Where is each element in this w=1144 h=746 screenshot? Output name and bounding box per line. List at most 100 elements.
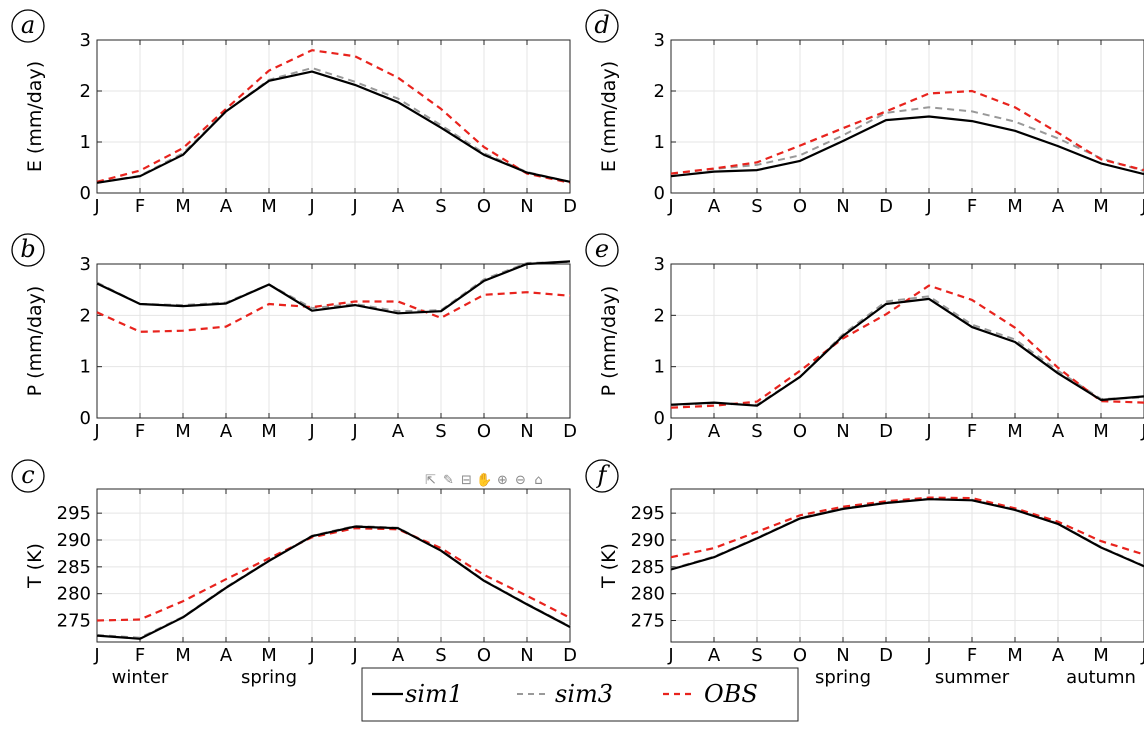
home-icon[interactable]: ⌂ <box>534 472 543 488</box>
x-tick-label: M <box>1093 645 1109 666</box>
axes-box <box>96 39 571 194</box>
panel-letter-circle <box>585 233 619 267</box>
x-tick-label: S <box>435 196 446 217</box>
y-tick-label: 2 <box>80 81 91 102</box>
panel-letter: b <box>20 235 35 263</box>
x-tick-label: O <box>793 645 807 666</box>
y-axis-label: P (mm/day) <box>24 286 46 397</box>
x-tick-label: J <box>351 421 357 442</box>
x-tick-label: A <box>708 645 721 666</box>
legend-box <box>361 667 799 722</box>
x-tick-label: S <box>751 421 762 442</box>
x-tick-label: O <box>477 645 491 666</box>
y-tick-label: 285 <box>631 557 665 578</box>
season-label: autumn <box>1066 667 1136 688</box>
panel-letter: a <box>21 11 35 39</box>
y-tick-label: 3 <box>654 254 665 275</box>
x-tick-label: M <box>1093 421 1109 442</box>
x-tick-label: F <box>135 196 145 217</box>
panel-f: JASONDJFMAMJ275280285290295T (K)fwinters… <box>585 459 1144 688</box>
x-tick-label: J <box>1140 645 1144 666</box>
y-tick-label: 280 <box>631 584 665 605</box>
series-line-sim3 <box>670 106 1144 175</box>
season-label: winter <box>112 667 169 688</box>
x-tick-label: F <box>967 196 977 217</box>
zoom-in-icon[interactable]: ⊕ <box>497 472 508 488</box>
x-tick-label: D <box>879 196 893 217</box>
x-tick-label: N <box>836 421 849 442</box>
y-tick-label: 275 <box>57 611 91 632</box>
series-line-sim3 <box>96 67 571 184</box>
x-tick-label: J <box>351 196 357 217</box>
x-tick-label: J <box>1140 196 1144 217</box>
y-tick-label: 275 <box>631 611 665 632</box>
x-tick-label: J <box>1140 421 1144 442</box>
legend-label-sim1: sim1 <box>405 680 463 708</box>
x-tick-label: A <box>220 196 233 217</box>
y-tick-label: 290 <box>631 530 665 551</box>
series-line-sim3 <box>670 295 1144 407</box>
x-tick-label: M <box>261 421 277 442</box>
y-tick-label: 2 <box>654 81 665 102</box>
panel-letter: d <box>594 11 609 39</box>
axes-box <box>670 263 1144 419</box>
x-tick-label: J <box>667 645 673 666</box>
y-tick-label: 3 <box>654 30 665 51</box>
x-tick-label: J <box>667 196 673 217</box>
data-tips-icon[interactable]: ⊟ <box>461 472 472 488</box>
x-tick-label: O <box>477 421 491 442</box>
x-tick-label: S <box>435 645 446 666</box>
brush-icon[interactable]: ✎ <box>443 472 454 488</box>
x-tick-label: M <box>1093 196 1109 217</box>
panel-letter-circle <box>11 233 45 267</box>
x-tick-label: A <box>1052 196 1065 217</box>
axes-box <box>670 488 1144 643</box>
panel-letter: c <box>21 461 34 489</box>
x-tick-label: N <box>836 196 849 217</box>
x-tick-label: D <box>879 421 893 442</box>
x-tick-label: M <box>1007 645 1023 666</box>
y-tick-label: 1 <box>80 357 91 378</box>
x-tick-label: J <box>308 645 314 666</box>
pan-icon[interactable]: ✋ <box>476 472 493 488</box>
zoom-out-icon[interactable]: ⊖ <box>515 472 526 488</box>
x-tick-label: D <box>563 645 577 666</box>
x-tick-label: M <box>1007 421 1023 442</box>
series-line-obs <box>670 89 1144 175</box>
y-tick-label: 0 <box>80 408 91 429</box>
x-tick-label: M <box>1007 196 1023 217</box>
series-line-obs <box>96 527 571 622</box>
series-line-sim1 <box>96 70 571 184</box>
panel-e: JASONDJFMAMJ0123P (mm/day)e <box>585 233 1144 442</box>
y-tick-label: 295 <box>631 503 665 524</box>
x-tick-label: M <box>175 196 191 217</box>
x-tick-label: M <box>175 645 191 666</box>
y-axis-label: E (mm/day) <box>24 61 46 172</box>
x-tick-label: J <box>93 421 99 442</box>
x-tick-label: N <box>836 645 849 666</box>
x-tick-label: A <box>708 421 721 442</box>
series-line-obs <box>670 284 1144 409</box>
x-tick-label: O <box>477 196 491 217</box>
y-axis-label: T (K) <box>598 543 620 589</box>
x-tick-label: J <box>93 645 99 666</box>
y-tick-label: 285 <box>57 557 91 578</box>
legend: sim1 sim3 OBS <box>361 667 799 722</box>
y-axis-label: E (mm/day) <box>598 61 620 172</box>
legend-label-obs: OBS <box>704 680 758 708</box>
series-line-sim1 <box>670 498 1144 571</box>
y-tick-label: 280 <box>57 584 91 605</box>
x-tick-label: A <box>392 645 405 666</box>
series-line-sim1 <box>670 115 1144 178</box>
x-tick-label: D <box>563 421 577 442</box>
x-tick-label: S <box>751 645 762 666</box>
x-tick-label: J <box>351 645 357 666</box>
x-tick-label: A <box>708 196 721 217</box>
x-tick-label: N <box>520 196 533 217</box>
export-icon[interactable]: ⇱ <box>425 472 436 488</box>
y-tick-label: 2 <box>80 305 91 326</box>
series-line-sim1 <box>96 525 571 640</box>
y-tick-label: 1 <box>80 132 91 153</box>
x-tick-label: S <box>435 421 446 442</box>
